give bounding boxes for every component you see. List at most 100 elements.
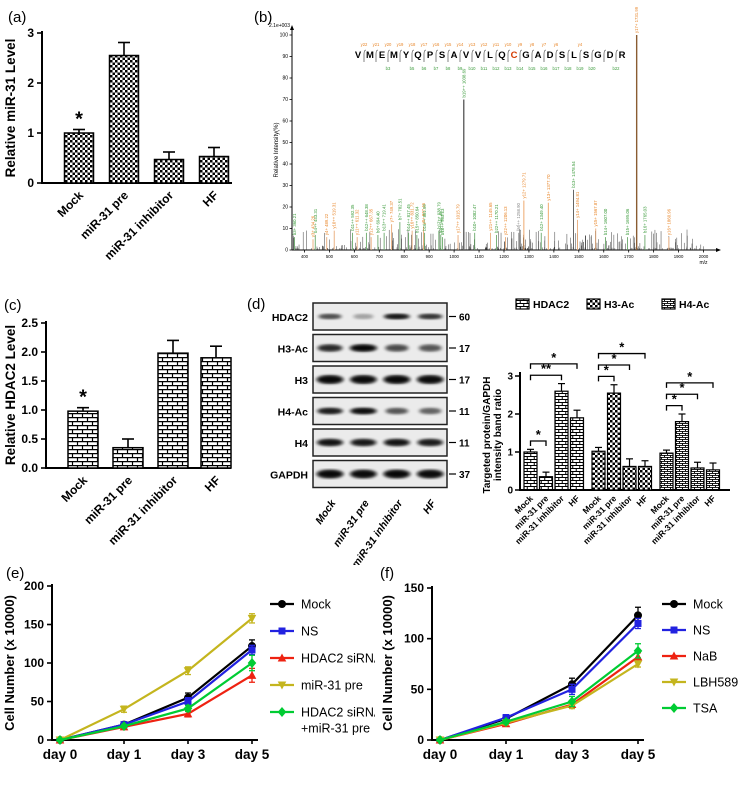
legend-label: TSA — [693, 702, 718, 716]
y-tick-label: 1.5 — [21, 374, 38, 388]
blot-band-core — [319, 344, 341, 352]
legend-label: HDAC2 siRNA — [301, 706, 375, 720]
bracket — [665, 382, 714, 388]
y-axis-title: Cell Number (x 10000) — [2, 595, 17, 731]
x-tick-label: 2000 — [699, 254, 709, 259]
y-tick-label: 30 — [282, 183, 288, 189]
y-ion-label: y10 — [505, 42, 512, 47]
b-ion-label: b14 — [517, 66, 525, 71]
y-tick-label: 0 — [417, 733, 424, 747]
y-tick-label: 0 — [507, 486, 513, 497]
y-ion-label: y11 — [493, 42, 500, 47]
marker-size: 11 — [459, 407, 470, 418]
x-tick-label: day 1 — [489, 747, 524, 762]
marker-size: 11 — [459, 439, 470, 450]
x-category-label: Mock — [59, 473, 91, 505]
peak-label: y15+ 1567.87 — [593, 200, 598, 227]
residue: V — [475, 50, 482, 61]
y-tick-label: 50 — [282, 140, 288, 146]
y-tick-label: 2 — [27, 76, 34, 90]
y-axis-title-line: Targeted protein/GAPDH — [482, 376, 493, 493]
significance-star: * — [619, 340, 625, 355]
peak-label: y7+ 749.37 — [389, 200, 394, 222]
x-tick-label: 1800 — [649, 254, 659, 259]
blot-band-core — [385, 314, 409, 319]
legend-label: LBH589 — [693, 676, 738, 690]
b-ion-label: b19 — [577, 66, 585, 71]
residue: G — [594, 50, 601, 61]
marker-size: 37 — [459, 470, 471, 481]
series — [56, 644, 256, 744]
peak-label: y17++ 1015.79 — [456, 204, 461, 233]
legend-item: Mock — [270, 598, 332, 612]
residue: R — [619, 50, 626, 61]
legend-label: miR-31 pre — [301, 679, 363, 693]
residue: C — [511, 50, 518, 61]
panel-e-line-chart: (e) Cell Number (x 10000) 0 50 100 150 200 day … — [2, 565, 375, 762]
legend-swatch — [515, 298, 530, 310]
panel-label: (c) — [4, 297, 22, 314]
blot-band-core — [418, 439, 442, 446]
panel-a-bar-chart: (a) Relative miR-31 Level 0 1 2 3 * MockmiR-31 … — [3, 9, 232, 263]
legend-swatch — [586, 298, 601, 310]
residue: Q — [414, 50, 421, 61]
y-tick-label: 3 — [27, 26, 34, 40]
legend-label: NaB — [693, 650, 717, 664]
y-tick-label: 0 — [37, 733, 44, 747]
b-ion-label: b17 — [553, 66, 561, 71]
legend-item: HDAC2 siRNA +miR-31 pre — [270, 706, 375, 736]
y-ion-label: y14 — [457, 42, 464, 47]
x-tick-label: day 1 — [107, 747, 142, 762]
peak-label: y12++ 667.35 — [369, 208, 374, 235]
y-tick-label: 150 — [404, 581, 424, 595]
x-tick-label: day 0 — [423, 747, 458, 762]
y-tick-label: 20 — [282, 205, 288, 211]
residue: D — [607, 50, 614, 61]
peak-label: b17++ 938.79 — [436, 202, 441, 229]
bar — [554, 390, 569, 491]
x-tick-label: 800 — [401, 254, 409, 259]
legend-label: NS — [301, 625, 318, 639]
peak-label: b3+ 360.21 — [292, 213, 297, 235]
peak-label: b14++ 817.45 — [406, 204, 411, 231]
bracket — [597, 364, 631, 370]
x-tick-label: 600 — [351, 254, 359, 259]
bars: * — [67, 339, 232, 469]
axes: 0 50 100 150 day 0 day 1 day 3 day 5 — [404, 581, 656, 762]
significance-star: * — [551, 350, 557, 365]
y-axis-title-line: intensity band ratio — [493, 389, 504, 481]
peak-label: b14+ 1607.00 — [603, 208, 608, 235]
bar — [569, 417, 585, 491]
peak-label: y10++ 519.31 — [332, 202, 337, 229]
residue: V — [463, 50, 470, 61]
x-category-label: HF — [200, 188, 221, 209]
b-ion-label: b11 — [481, 66, 488, 71]
y-ion-label: y7 — [542, 42, 547, 47]
residue: E — [379, 50, 385, 61]
bar — [63, 132, 95, 184]
marker-size: 17 — [459, 376, 471, 387]
y-ion-label: y9 — [518, 42, 523, 47]
panel-label: (b) — [254, 9, 272, 26]
peak-label: y13+ 1377.70 — [546, 174, 551, 201]
y-ion-label: y19 — [397, 42, 404, 47]
bar — [198, 155, 230, 184]
peak-label: b11++ 592.35 — [350, 204, 355, 231]
blot-band-core — [420, 344, 441, 352]
peak-label: b12+ 1349.40 — [539, 204, 544, 231]
series — [55, 654, 257, 745]
x-tick-label: 1200 — [499, 254, 509, 259]
blot-band-core — [385, 375, 409, 384]
b-ion-label: b13 — [505, 66, 513, 71]
bracket — [665, 393, 699, 400]
b-ion-label: b5 — [410, 66, 415, 71]
significance-star: * — [611, 351, 617, 366]
bar — [705, 469, 721, 491]
y-tick-label: 2.0 — [21, 345, 38, 359]
panel-d-western-blot: (d) HDAC2 60 H3-Ac 17 H3 17 H4-Ac 11 H4 11 GAPDH 37 M… — [247, 296, 471, 565]
blot-band-core — [420, 408, 441, 414]
panel-label: (f) — [380, 565, 394, 582]
y-ion-label: y13 — [469, 42, 476, 47]
blot-band-core — [386, 408, 407, 414]
